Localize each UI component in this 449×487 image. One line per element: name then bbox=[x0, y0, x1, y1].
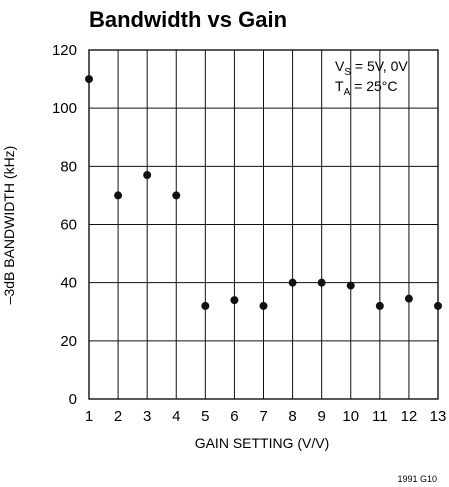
y-tick-label: 80 bbox=[60, 158, 77, 175]
chart-title: Bandwidth vs Gain bbox=[89, 7, 287, 32]
x-tick-label: 6 bbox=[230, 408, 238, 425]
x-tick-label: 1 bbox=[85, 408, 93, 425]
data-point bbox=[375, 301, 384, 310]
x-tick-label: 12 bbox=[401, 408, 418, 425]
data-point bbox=[114, 191, 123, 200]
ambient-temperature-annotation: TA = 25°C bbox=[335, 78, 397, 98]
data-point bbox=[346, 281, 355, 290]
data-point bbox=[404, 294, 413, 303]
x-tick-label: 13 bbox=[430, 408, 447, 425]
y-tick-label: 100 bbox=[52, 100, 77, 117]
data-point bbox=[259, 301, 268, 310]
ambient-temperature-symbol: T bbox=[335, 78, 344, 94]
y-tick-label: 0 bbox=[69, 391, 77, 408]
plot-frame bbox=[88, 49, 439, 400]
x-tick-labels: 1 2 3 4 5 6 7 8 9 10 11 12 13 bbox=[85, 408, 447, 425]
x-tick-label: 10 bbox=[342, 408, 359, 425]
data-point bbox=[434, 301, 442, 310]
data-point bbox=[85, 75, 93, 84]
x-tick-label: 2 bbox=[114, 408, 122, 425]
x-tick-label: 5 bbox=[201, 408, 209, 425]
supply-voltage-annotation: VS = 5V, 0V bbox=[335, 58, 408, 78]
supply-voltage-value: = 5V, 0V bbox=[351, 58, 408, 74]
x-tick-label: 7 bbox=[259, 408, 267, 425]
data-point bbox=[201, 301, 210, 310]
y-tick-label: 60 bbox=[60, 217, 77, 234]
y-tick-label: 20 bbox=[60, 333, 77, 350]
data-point bbox=[230, 296, 239, 305]
data-point bbox=[288, 278, 297, 287]
plot-grid bbox=[88, 49, 439, 400]
x-axis-label: GAIN SETTING (V/V) bbox=[195, 435, 330, 451]
supply-voltage-symbol: V bbox=[335, 58, 345, 74]
y-tick-label: 120 bbox=[52, 42, 77, 59]
supply-voltage-subscript: S bbox=[344, 67, 351, 78]
data-points bbox=[85, 75, 442, 310]
ambient-temperature-value: = 25°C bbox=[350, 78, 397, 94]
x-tick-label: 8 bbox=[288, 408, 296, 425]
y-tick-labels: 0 20 40 60 80 100 120 bbox=[52, 42, 77, 408]
y-tick-label: 40 bbox=[60, 275, 77, 292]
x-tick-label: 3 bbox=[143, 408, 151, 425]
data-point bbox=[317, 278, 326, 287]
y-axis-label: –3dB BANDWIDTH (kHz) bbox=[1, 146, 17, 305]
data-point bbox=[172, 191, 181, 200]
x-tick-label: 9 bbox=[317, 408, 325, 425]
ambient-temperature-subscript: A bbox=[344, 87, 351, 98]
figure-id: 1991 G10 bbox=[397, 474, 437, 484]
x-tick-label: 4 bbox=[172, 408, 180, 425]
data-point bbox=[143, 171, 152, 180]
x-tick-label: 11 bbox=[372, 408, 388, 425]
